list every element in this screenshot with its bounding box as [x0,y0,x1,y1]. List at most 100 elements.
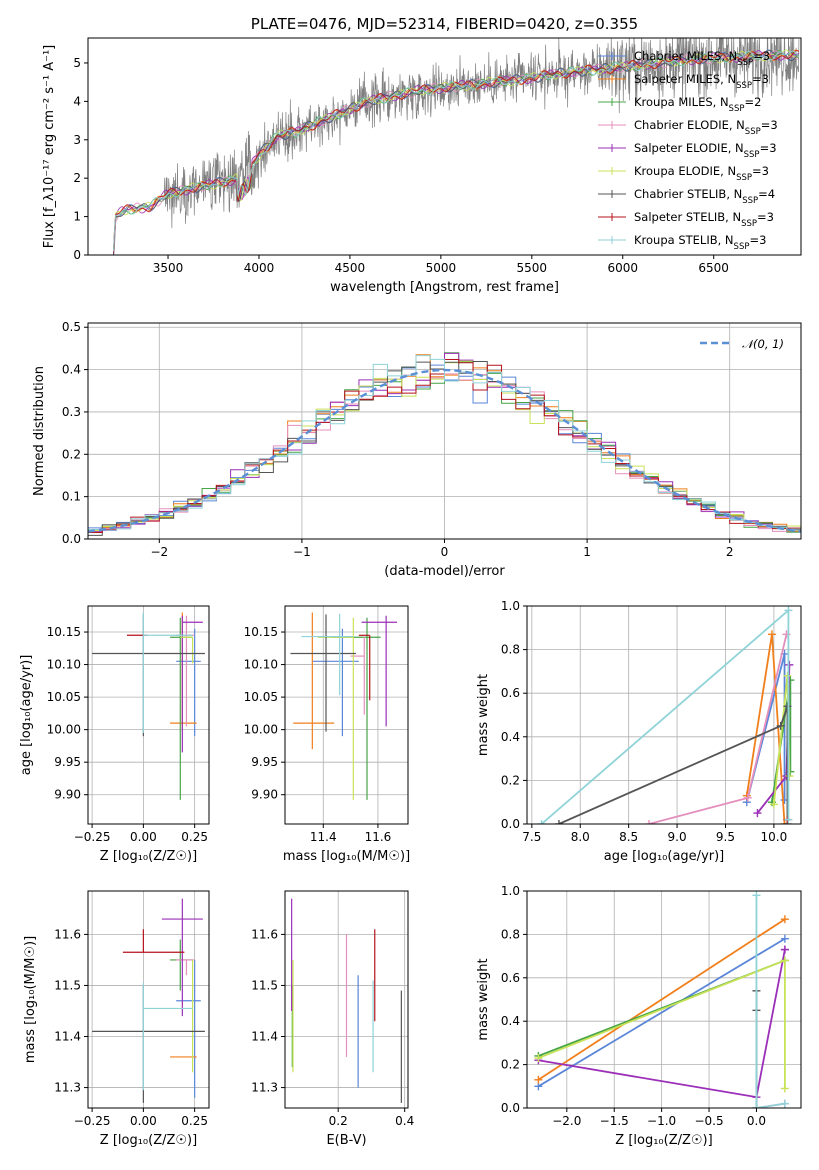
plot-area [285,606,408,824]
y-tick-label: 10.00 [244,723,278,737]
error-bar-point [350,636,365,715]
error-bar-point [170,617,193,800]
y-tick-label: 10.10 [244,658,278,672]
y-tick-label: 0.0 [62,532,81,546]
error-bar-point [181,615,203,753]
axes-residuals: −2 −1 0 1 2 0.0 0.1 0.2 0.3 0.4 0.5 (data-model)/er… [32,320,802,579]
y-tick-label: 11.3 [54,1081,81,1095]
x-tick-label: −1.0 [647,1114,676,1128]
y-tick-label: 9.95 [54,755,81,769]
y-tick-label: 9.90 [54,788,81,802]
x-tick-label: 0.25 [181,1114,208,1128]
plot-area [285,891,408,1108]
legend-label: Kroupa ELODIE, NSSP=3 [634,164,769,183]
x-tick-label: −2 [150,545,168,559]
y-tick-label: 11.6 [54,927,81,941]
error-bar-point [312,628,359,737]
error-bar-point [161,898,203,1017]
error-bar-point [317,617,354,800]
y-tick-label: 1.0 [501,599,520,613]
y-tick-label: 1.0 [501,884,520,898]
plot-area [527,606,801,824]
legend-label: Salpeter MILES, NSSP=3 [634,72,769,91]
plot-area [527,891,801,1108]
x-axis-label: Z [log₁₀(Z/Z☉)] [100,1133,197,1148]
y-tick-label: 0.4 [501,730,520,744]
legend-label: Kroupa STELIB, NSSP=3 [634,233,766,252]
x-tick-label: 4500 [335,261,366,275]
y-tick-label: 10.15 [244,625,278,639]
plot-area [113,38,800,255]
y-tick-label: 2 [73,171,81,185]
y-axis-label: mass weight [476,674,491,756]
legend-label: Kroupa MILES, NSSP=2 [634,95,761,114]
axes-frame [87,322,802,540]
error-bar-point [92,985,205,1103]
normal-curve [88,368,801,533]
error-bar-point [142,612,193,733]
x-tick-label: −1.5 [600,1114,629,1128]
x-axis-label: age [log₁₀(age/yr)] [604,849,725,864]
x-tick-label: 0.00 [130,830,157,844]
y-tick-label: 5 [73,56,81,70]
y-tick-label: 0.2 [62,447,81,461]
x-tick-label: 0 [441,545,449,559]
error-bar-point [290,614,357,732]
y-tick-label: 10.00 [47,723,81,737]
axes-frame [87,605,210,825]
y-tick-label: 0 [73,248,81,262]
x-tick-label: −2.0 [552,1114,581,1128]
legend-label: Salpeter STELIB, NSSP=3 [634,210,774,229]
weight-line [537,937,786,1088]
y-tick-label: 1 [73,210,81,224]
x-tick-label: 6000 [607,261,638,275]
error-bar-point [361,615,398,727]
axes-frame [87,890,210,1109]
x-axis-label: Z [log₁₀(Z/Z☉)] [615,1133,712,1148]
plot-area [88,891,209,1108]
x-tick-label: 11.6 [365,830,392,844]
y-tick-label: 0.4 [501,1014,520,1028]
axes-spectrum: 3500 4000 4500 5000 5500 6000 6500 0 1 2 3 4 5 wavele… [42,15,802,295]
y-tick-label: 4 [73,94,81,108]
x-tick-label: −0.25 [74,1114,111,1128]
x-tick-label: −0.5 [694,1114,723,1128]
error-bar-point [92,614,205,737]
y-tick-label: 0.3 [62,405,81,419]
axes-mass-vs-Z: −0.25 0.00 0.25 11.3 11.4 11.5 11.6 Z [log₁₀(Z/… [23,890,210,1148]
y-tick-label: 11.5 [54,978,81,992]
model-spectrum-line [113,49,800,255]
y-axis-label: age [log₁₀(age/yr)] [19,655,34,776]
y-tick-label: 9.95 [251,755,278,769]
x-tick-label: 8.5 [619,830,638,844]
axes-frame [526,605,802,825]
plot-area [88,606,209,824]
axes-weight-vs-Z: −2.0 −1.5 −1.0 −0.5 0.0 0.0 0.2 0.4 0.6 0.8 1.0 Z [… [476,884,802,1148]
error-bar-point [301,613,354,696]
y-tick-label: 9.90 [251,788,278,802]
axes-age-vs-Z: −0.25 0.00 0.25 9.90 9.95 10.00 10.05 10.10 10.1… [19,605,210,864]
x-tick-label: −1 [293,545,311,559]
y-tick-label: 3 [73,133,81,147]
model-spectrum-line [113,50,799,255]
x-tick-label: 11.4 [310,830,337,844]
y-tick-label: 0.8 [501,643,520,657]
error-bar-point [170,939,193,991]
error-bar-point [180,636,194,664]
axes-frame [87,37,802,256]
axes-mass-vs-EBV: 0.2 0.4 11.3 11.4 11.5 11.6 E(B-V) [251,890,414,1148]
weight-line [540,608,790,824]
x-tick-label: 2 [726,545,734,559]
axes-frame [284,605,409,825]
x-tick-label: 9.0 [668,830,687,844]
error-bar-point [142,982,193,1091]
y-axis-label: mass weight [476,958,491,1040]
error-bar-point [176,959,195,976]
x-tick-label: 4000 [244,261,275,275]
y-tick-label: 10.05 [244,690,278,704]
axes-frame [284,890,409,1109]
y-tick-label: 0.0 [501,817,520,831]
x-tick-label: 1 [583,545,591,559]
y-tick-label: 10.15 [47,625,81,639]
error-bar-point [358,634,371,701]
